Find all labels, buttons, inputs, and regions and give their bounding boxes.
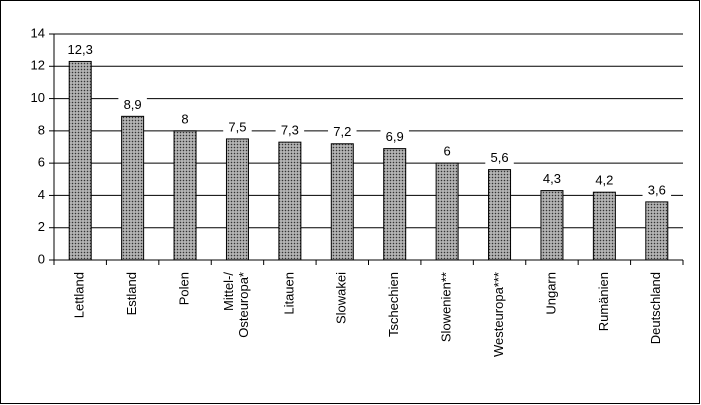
bar: [330, 143, 354, 261]
bar: [225, 138, 249, 261]
value-label: 8: [181, 111, 188, 126]
value-label-bg: [275, 122, 305, 139]
value-label-bg: [485, 149, 514, 166]
bar: [278, 141, 302, 261]
value-label: 4,3: [543, 171, 561, 186]
bar: [435, 162, 459, 261]
bar: [540, 190, 564, 261]
y-tick-label: 10: [31, 90, 45, 105]
bar: [488, 169, 512, 261]
value-label: 4,2: [595, 173, 613, 188]
value-label-bg: [178, 110, 192, 127]
x-tick-label: Rumänien: [596, 272, 611, 331]
x-tick-label: Lettland: [72, 272, 87, 318]
value-label-bg: [62, 41, 99, 58]
y-tick-label: 2: [38, 219, 45, 234]
x-tick-label: Westeuropa***: [491, 272, 506, 357]
x-tick-label: Polen: [176, 272, 191, 305]
value-label-bg: [380, 128, 409, 145]
value-label-bg: [118, 96, 147, 113]
x-tick-label: Mittel-/Osteuropa*: [221, 272, 251, 338]
x-tick-label: Slowakei: [334, 272, 349, 324]
y-tick-label: 14: [31, 25, 45, 40]
y-tick-label: 6: [38, 155, 45, 170]
value-label: 6,9: [386, 129, 404, 144]
bar: [173, 130, 197, 261]
value-label-bg: [590, 172, 619, 189]
value-label: 6: [444, 144, 451, 159]
x-tick-label: Deutschland: [648, 272, 663, 344]
value-label-bg: [223, 118, 252, 135]
value-label-bg: [537, 170, 567, 187]
bar: [121, 115, 145, 261]
x-tick-label: Tschechien: [386, 272, 401, 337]
value-label: 5,6: [491, 150, 509, 165]
value-label: 12,3: [68, 42, 93, 57]
value-label: 7,5: [228, 119, 246, 134]
value-label-bg: [642, 181, 672, 198]
value-label: 7,3: [281, 123, 299, 138]
y-tick-label: 8: [38, 122, 45, 137]
bar: [645, 201, 669, 261]
x-tick-label: Estland: [124, 272, 139, 315]
y-tick-label: 0: [38, 251, 45, 266]
value-label: 8,9: [124, 97, 142, 112]
x-tick-label: Slowenien**: [439, 272, 454, 342]
bar: [383, 148, 407, 261]
x-tick-label: Ungarn: [543, 272, 558, 315]
value-label: 7,2: [333, 124, 351, 139]
value-label: 3,6: [648, 182, 666, 197]
y-tick-label: 4: [38, 187, 45, 202]
value-label-bg: [328, 123, 357, 140]
value-label-bg: [440, 143, 454, 160]
y-tick-label: 12: [31, 58, 45, 73]
x-tick-label: Litauen: [281, 272, 296, 315]
bar: [68, 60, 92, 261]
bar: [592, 191, 616, 261]
